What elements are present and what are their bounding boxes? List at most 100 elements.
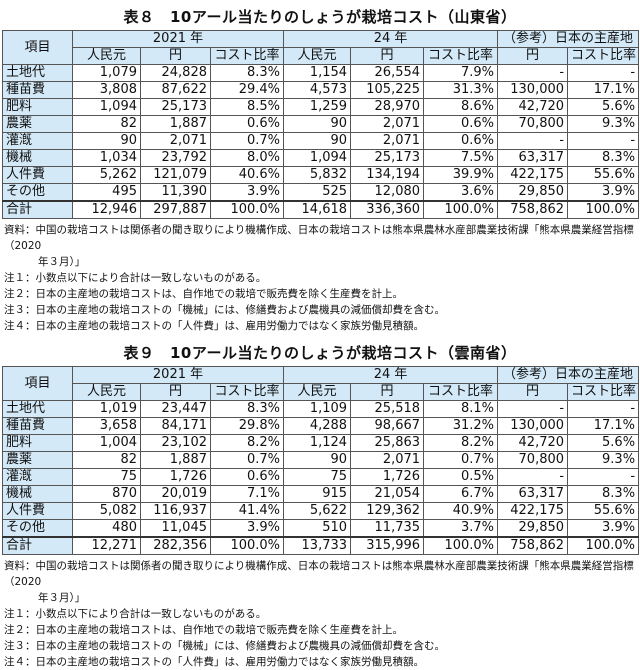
- table-cell: 336,360: [350, 200, 425, 219]
- table-cell: 63,317: [497, 149, 569, 167]
- table-row: 人件費 5,082 116,937 41.4% 5,622 129,362 40.9% 422…: [2, 502, 640, 520]
- table-cell: 7.9%: [423, 64, 499, 82]
- footnote: 注２：日本の主産地の栽培コストは、自作地での栽培で販売費を除く生産費を計上。: [4, 624, 403, 636]
- subheader: 人民元: [283, 47, 352, 65]
- table-cell: 5,262: [72, 166, 141, 184]
- table-cell: 0.5%: [423, 468, 499, 486]
- table-cell: 9.3%: [567, 451, 640, 469]
- table-cell: 480: [72, 519, 141, 538]
- table-cell: 1,109: [283, 400, 352, 418]
- table-cell: 70,800: [497, 451, 569, 469]
- header-item: 項目: [2, 366, 73, 401]
- footnote: 注１：小数点以下により合計は一致しないものがある。: [4, 272, 267, 284]
- subheader: 円: [140, 47, 211, 65]
- table-cell: 758,862: [497, 536, 569, 555]
- table-cell: 130,000: [497, 81, 569, 99]
- table-row: その他 480 11,045 3.9% 510 11,735 3.7% 29,850 3.9%: [2, 519, 640, 538]
- row-label: 機械: [2, 149, 73, 167]
- table-cell: 870: [72, 485, 141, 503]
- table-cell: 25,518: [350, 400, 425, 418]
- table-cell: 29,850: [497, 183, 569, 202]
- table-cell: 90: [283, 451, 352, 469]
- table-cell: 42,720: [497, 98, 569, 116]
- table-cell: -: [497, 132, 569, 150]
- table-cell: 422,175: [497, 166, 569, 184]
- subheader: 人民元: [72, 47, 141, 65]
- table-cell: -: [497, 64, 569, 82]
- table-row: 合計 12,271 282,356 100.0% 13,733 315,996 100.0%…: [2, 536, 640, 555]
- table-cell: 100.0%: [567, 200, 640, 219]
- table-cell: 14,618: [283, 200, 352, 219]
- table-cell: 1,034: [72, 149, 141, 167]
- footnote: 注４：日本の主産地の栽培コストの「人件費」は、雇用労働力ではなく家族労働見積額。: [4, 656, 424, 668]
- table-cell: 422,175: [497, 502, 569, 520]
- table-cell: 3.7%: [423, 519, 499, 538]
- table-row: 灌漑 90 2,071 0.7% 90 2,071 0.6% - -: [2, 132, 640, 150]
- table-cell: 7.1%: [209, 485, 285, 503]
- table-cell: 5,832: [283, 166, 352, 184]
- header-2024: 24 年: [283, 30, 499, 48]
- subheader: コスト比率: [567, 383, 640, 401]
- header-2024: 24 年: [283, 366, 499, 384]
- table-cell: 1,887: [140, 451, 211, 469]
- table-cell: 5.6%: [567, 434, 640, 452]
- table-cell: 3.9%: [567, 519, 640, 538]
- row-label: 人件費: [2, 166, 73, 184]
- table-cell: 3,808: [72, 81, 141, 99]
- header-item: 項目: [2, 30, 73, 65]
- table-cell: -: [567, 400, 640, 418]
- table-cell: 130,000: [497, 417, 569, 435]
- row-label: 土地代: [2, 64, 73, 82]
- table-cell: 11,045: [140, 519, 211, 538]
- row-label: 肥料: [2, 98, 73, 116]
- table-cell: 29.4%: [209, 81, 285, 99]
- cost-table: 項目 2021 年 24 年（参考）日本の主産地 人民元円コスト比率 人民元円コスト比率…: [2, 30, 640, 219]
- table-cell: 315,996: [350, 536, 425, 555]
- subheader: 円: [350, 383, 425, 401]
- table-cell: 1,154: [283, 64, 352, 82]
- table-cell: 98,667: [350, 417, 425, 435]
- footnote: 注１：小数点以下により合計は一致しないものがある。: [4, 608, 267, 620]
- row-label: 合計: [2, 536, 73, 555]
- table-row: 土地代 1,079 24,828 8.3% 1,154 26,554 7.9% - -: [2, 64, 640, 82]
- table-cell: 0.6%: [209, 468, 285, 486]
- row-label: 種苗費: [2, 417, 73, 435]
- table-row: 農薬 82 1,887 0.6% 90 2,071 0.6% 70,800 9.3%: [2, 115, 640, 133]
- table-cell: 2,071: [350, 132, 425, 150]
- table-cell: -: [497, 468, 569, 486]
- table-cell: 1,726: [350, 468, 425, 486]
- table-cell: 3.6%: [423, 183, 499, 202]
- table-cell: 129,362: [350, 502, 425, 520]
- row-label: 灌漑: [2, 132, 73, 150]
- table-cell: 11,735: [350, 519, 425, 538]
- row-label: 灌漑: [2, 468, 73, 486]
- table-cell: 90: [283, 115, 352, 133]
- cost-table: 項目 2021 年 24 年（参考）日本の主産地 人民元円コスト比率 人民元円コスト比率…: [2, 366, 640, 555]
- notes: 資料：中国の栽培コストは関係者の聞き取りにより機構作成、日本の栽培コストは熊本県…: [4, 222, 636, 334]
- header-japan-reference: （参考）日本の主産地: [497, 366, 640, 384]
- table-cell: 25,863: [350, 434, 425, 452]
- table-cell: 0.6%: [209, 115, 285, 133]
- table-row: 農薬 82 1,887 0.7% 90 2,071 0.7% 70,800 9.3%: [2, 451, 640, 469]
- table-cell: 134,194: [350, 166, 425, 184]
- table-cell: 3.9%: [567, 183, 640, 202]
- table-cell: 25,173: [350, 149, 425, 167]
- table-cell: 42,720: [497, 434, 569, 452]
- table-cell: 510: [283, 519, 352, 538]
- table-cell: 28,970: [350, 98, 425, 116]
- table-cell: 100.0%: [209, 200, 285, 219]
- table-cell: 63,317: [497, 485, 569, 503]
- table-cell: -: [567, 468, 640, 486]
- table-cell: 5,622: [283, 502, 352, 520]
- table-row: 種苗費 3,658 84,171 29.8% 4,288 98,667 31.2% 130,0…: [2, 417, 640, 435]
- row-label: 農薬: [2, 115, 73, 133]
- header-2021: 2021 年: [71, 366, 285, 384]
- table-cell: 82: [72, 115, 141, 133]
- subheader: コスト比率: [423, 47, 499, 65]
- table-title: 表８ 10アール当たりのしょうが栽培コスト（山東省）: [123, 8, 517, 26]
- subheader: 円: [497, 383, 569, 401]
- table-cell: 8.5%: [209, 98, 285, 116]
- table-cell: 29.8%: [209, 417, 285, 435]
- table-cell: 17.1%: [567, 417, 640, 435]
- table-cell: 1,124: [283, 434, 352, 452]
